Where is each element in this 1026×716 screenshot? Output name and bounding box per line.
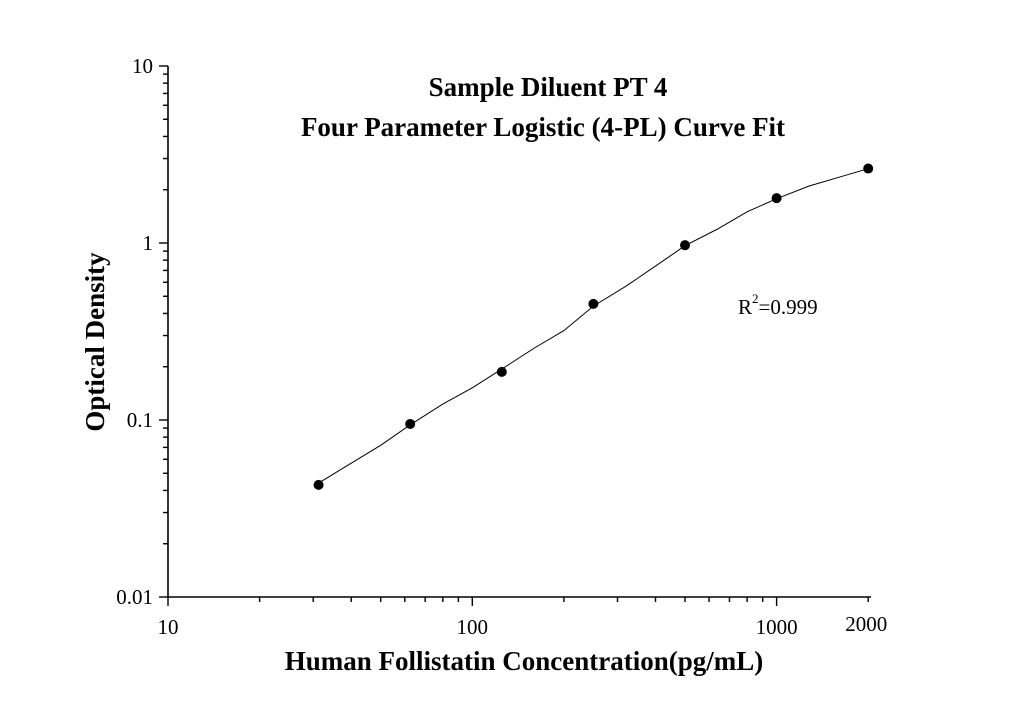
y-tick-label: 0.01: [116, 585, 153, 609]
fit-curve: [318, 168, 869, 484]
y-tick-label: 1: [143, 231, 154, 255]
data-point: [405, 418, 416, 429]
chart-title: Sample Diluent PT 4: [429, 72, 668, 102]
data-point: [588, 298, 599, 309]
r-squared-value: =0.999: [759, 295, 818, 319]
r-squared-superscript: 2: [752, 291, 759, 306]
data-points: [313, 163, 874, 490]
axis-tick-labels: 10 100 1000 2000 0.01 0.1 1 10: [116, 54, 887, 639]
x-axis-title: Human Follistatin Concentration(pg/mL): [285, 646, 764, 676]
y-tick-label: 10: [132, 54, 153, 78]
y-axis-title: Optical Density: [80, 252, 110, 432]
x-tick-label: 10: [158, 615, 179, 639]
data-point: [771, 193, 782, 204]
r-squared-prefix: R: [738, 295, 752, 319]
data-point: [313, 479, 324, 490]
x-tick-label: 100: [457, 615, 489, 639]
x-tick-label: 1000: [756, 615, 798, 639]
x-tick-label: 2000: [845, 612, 887, 636]
y-tick-label: 0.1: [127, 408, 153, 432]
data-point: [863, 163, 874, 174]
axis-ticks: [159, 65, 869, 606]
data-point: [496, 366, 507, 377]
chart-subtitle: Four Parameter Logistic (4-PL) Curve Fit: [301, 112, 785, 142]
r-squared-annotation: R2=0.999: [738, 291, 818, 319]
data-point: [679, 240, 690, 251]
